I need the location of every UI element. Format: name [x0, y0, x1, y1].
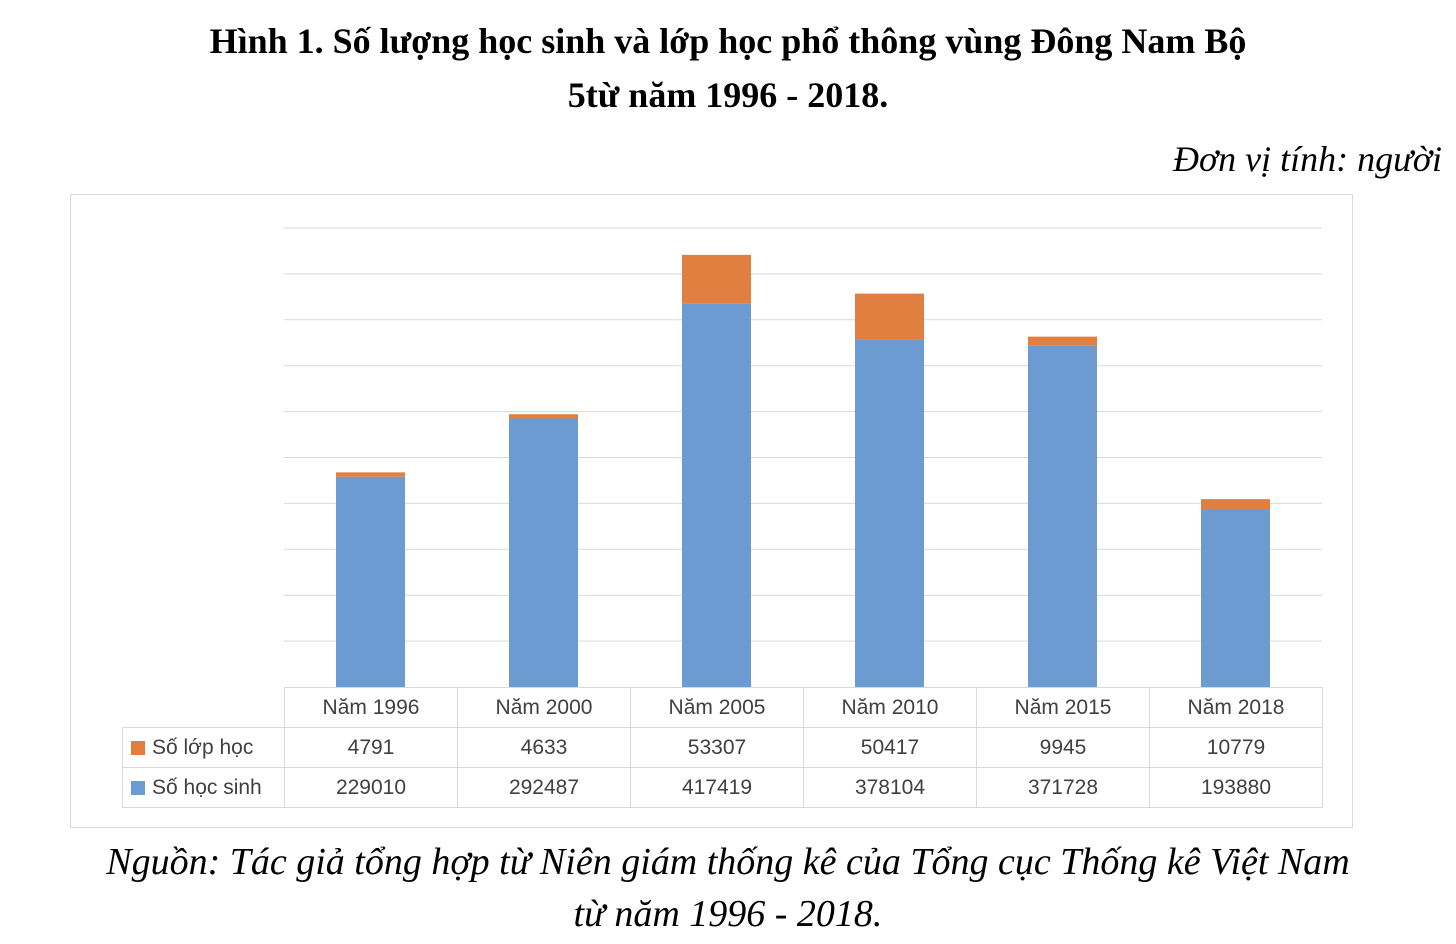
value-students-5: 193880	[1149, 767, 1323, 808]
value-students-3: 378104	[803, 767, 977, 808]
value-students-0: 229010	[284, 767, 458, 808]
bar-classes-4	[1028, 336, 1097, 346]
legend-entry-classes: Số lớp học	[122, 727, 285, 768]
value-students-4: 371728	[976, 767, 1150, 808]
category-label-2: Năm 2005	[630, 687, 804, 728]
category-label-3: Năm 2010	[803, 687, 977, 728]
bar-classes-0	[336, 472, 405, 477]
legend-label-classes: Số lớp học	[152, 735, 254, 759]
bar-students-5	[1201, 509, 1270, 687]
table-row-students: Số học sinh 229010 292487 417419 378104 37172…	[122, 767, 1323, 808]
bar-classes-2	[682, 254, 751, 304]
chart-area: Năm 1996 Năm 2000 Năm 2005 Năm 2010 Năm 2015…	[70, 194, 1353, 828]
category-label-5: Năm 2018	[1149, 687, 1323, 728]
value-classes-0: 4791	[284, 727, 458, 768]
value-classes-4: 9945	[976, 727, 1150, 768]
bar-classes-5	[1201, 499, 1270, 510]
title-line-1: Hình 1. Số lượng học sinh và lớp học phổ…	[209, 21, 1247, 61]
legend-label-students: Số học sinh	[152, 775, 262, 799]
value-classes-5: 10779	[1149, 727, 1323, 768]
value-classes-3: 50417	[803, 727, 977, 768]
bar-students-4	[1028, 345, 1097, 687]
value-classes-1: 4633	[457, 727, 631, 768]
bar-students-1	[509, 418, 578, 687]
legend-entry-students: Số học sinh	[122, 767, 285, 808]
title-line-2: 5từ năm 1996 - 2018.	[567, 75, 889, 115]
bar-classes-1	[509, 414, 578, 419]
legend-swatch-classes	[131, 740, 145, 755]
source-line-2: từ năm 1996 - 2018.	[573, 893, 883, 935]
category-label-4: Năm 2015	[976, 687, 1150, 728]
legend-swatch-students	[131, 780, 145, 795]
bar-classes-3	[855, 293, 924, 340]
data-table: Năm 1996 Năm 2000 Năm 2005 Năm 2010 Năm 2015…	[122, 687, 1323, 808]
source-line-1: Nguồn: Tác giả tổng hợp từ Niên giám thố…	[106, 841, 1350, 883]
value-students-2: 417419	[630, 767, 804, 808]
table-header-row: Năm 1996 Năm 2000 Năm 2005 Năm 2010 Năm 2015…	[122, 687, 1323, 728]
value-classes-2: 53307	[630, 727, 804, 768]
category-label-0: Năm 1996	[284, 687, 458, 728]
chart-title: Hình 1. Số lượng học sinh và lớp học phổ…	[0, 14, 1456, 122]
bar-students-3	[855, 339, 924, 687]
chart-plot	[284, 227, 1322, 687]
table-corner	[122, 687, 285, 728]
value-students-1: 292487	[457, 767, 631, 808]
unit-label: Đơn vị tính: người	[1172, 139, 1442, 179]
bar-students-0	[336, 476, 405, 687]
source-note: Nguồn: Tác giả tổng hợp từ Niên giám thố…	[0, 836, 1456, 940]
table-row-classes: Số lớp học 4791 4633 53307 50417 9945 10779	[122, 727, 1323, 768]
category-label-1: Năm 2000	[457, 687, 631, 728]
bar-students-2	[682, 303, 751, 687]
